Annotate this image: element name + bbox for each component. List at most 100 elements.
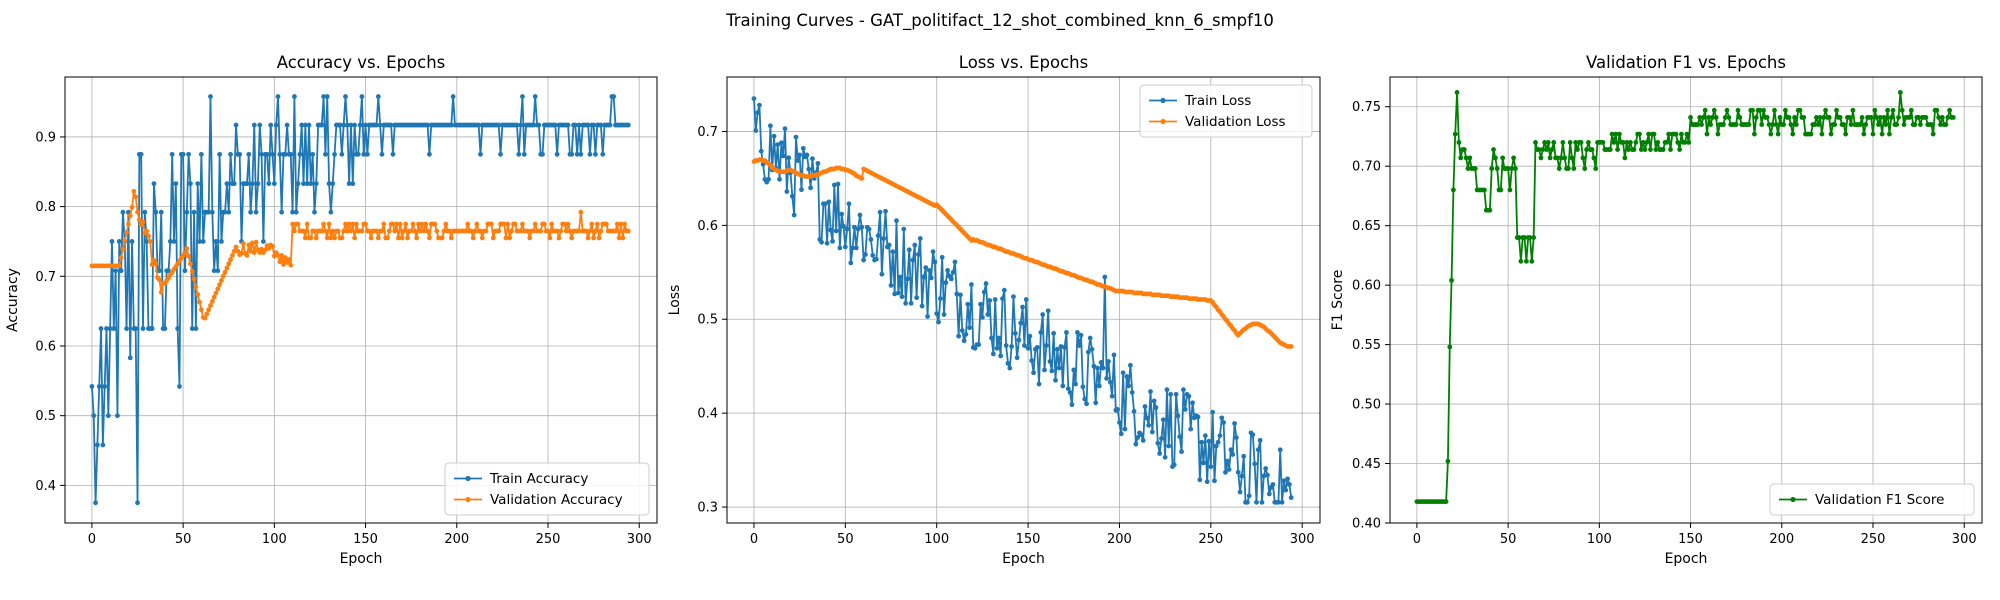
data-point bbox=[363, 122, 368, 128]
data-point bbox=[1100, 365, 1106, 371]
data-point bbox=[1544, 147, 1549, 152]
data-point bbox=[1947, 107, 1953, 113]
data-point bbox=[786, 155, 792, 161]
data-point bbox=[598, 122, 604, 128]
data-point bbox=[503, 235, 509, 241]
data-point bbox=[448, 235, 454, 241]
data-point bbox=[302, 122, 308, 128]
data-point bbox=[270, 243, 275, 249]
data-point bbox=[1051, 330, 1057, 336]
y-tick-label: 0.40 bbox=[1352, 517, 1381, 532]
data-point bbox=[1620, 140, 1626, 145]
data-point bbox=[209, 209, 215, 215]
data-point bbox=[1684, 131, 1690, 137]
data-point bbox=[625, 228, 631, 234]
data-point bbox=[992, 297, 998, 302]
data-point bbox=[616, 235, 622, 241]
data-point bbox=[1018, 320, 1024, 326]
data-point bbox=[1710, 115, 1715, 120]
data-point bbox=[908, 300, 914, 306]
data-point bbox=[943, 280, 949, 286]
data-point bbox=[583, 228, 589, 234]
data-point bbox=[1797, 107, 1803, 113]
data-point bbox=[1861, 131, 1867, 137]
data-point bbox=[945, 268, 951, 273]
data-point bbox=[852, 224, 857, 230]
data-point bbox=[474, 221, 480, 227]
data-point bbox=[1930, 131, 1936, 137]
data-point bbox=[224, 265, 230, 271]
data-point bbox=[1775, 131, 1781, 137]
data-point bbox=[490, 235, 496, 241]
data-point bbox=[1149, 429, 1155, 435]
data-point bbox=[916, 252, 921, 257]
data-point bbox=[886, 242, 892, 248]
data-point bbox=[427, 235, 432, 241]
data-point bbox=[846, 201, 852, 207]
data-point bbox=[138, 151, 144, 157]
data-point bbox=[1215, 439, 1221, 445]
data-point bbox=[1812, 122, 1818, 127]
data-point bbox=[1908, 107, 1914, 113]
data-point bbox=[1022, 343, 1027, 348]
x-tick-label: 300 bbox=[627, 532, 652, 547]
data-point bbox=[332, 151, 337, 157]
data-point bbox=[111, 326, 117, 331]
data-point bbox=[1704, 131, 1710, 137]
data-point bbox=[290, 209, 295, 215]
data-point bbox=[967, 325, 972, 331]
data-point bbox=[1642, 147, 1648, 152]
data-point bbox=[118, 268, 124, 274]
data-point bbox=[1259, 499, 1265, 505]
data-point bbox=[1173, 391, 1179, 397]
data-point bbox=[129, 239, 135, 244]
data-point bbox=[308, 181, 314, 187]
data-point bbox=[565, 221, 571, 227]
data-point bbox=[195, 292, 201, 297]
data-point bbox=[277, 259, 283, 265]
data-point bbox=[198, 307, 204, 313]
data-point bbox=[208, 94, 213, 99]
x-tick-label: 0 bbox=[88, 532, 96, 547]
data-point bbox=[425, 122, 430, 128]
data-point bbox=[1750, 107, 1755, 113]
legend-label: Validation Accuracy bbox=[490, 492, 623, 508]
legend: Train Accuracy Validation Accuracy bbox=[444, 462, 650, 516]
data-point bbox=[1186, 393, 1192, 399]
data-point bbox=[162, 326, 168, 331]
data-point bbox=[1456, 140, 1462, 145]
data-point bbox=[144, 228, 150, 234]
data-point bbox=[536, 122, 542, 128]
data-point bbox=[448, 122, 454, 128]
data-point bbox=[226, 209, 232, 215]
legend-box bbox=[1769, 483, 1975, 516]
data-point bbox=[540, 151, 545, 157]
data-point bbox=[120, 209, 126, 215]
data-point bbox=[1235, 469, 1241, 475]
data-point bbox=[1746, 122, 1752, 127]
data-point bbox=[563, 228, 569, 234]
data-point bbox=[948, 276, 954, 282]
data-point bbox=[1221, 420, 1226, 425]
data-point bbox=[1467, 155, 1473, 161]
data-point bbox=[208, 303, 213, 308]
data-point bbox=[288, 151, 294, 157]
data-point bbox=[1624, 140, 1630, 145]
data-point bbox=[118, 255, 124, 260]
data-point bbox=[219, 278, 224, 283]
data-point bbox=[1155, 440, 1161, 446]
data-point bbox=[1266, 491, 1272, 497]
data-point bbox=[978, 301, 983, 307]
data-point bbox=[346, 221, 352, 227]
data-point bbox=[1843, 131, 1849, 137]
data-point bbox=[923, 265, 929, 271]
data-point bbox=[206, 307, 212, 313]
data-point bbox=[1899, 107, 1905, 113]
x-tick-label: 50 bbox=[1500, 532, 1517, 547]
data-point bbox=[105, 413, 111, 419]
data-point bbox=[789, 193, 795, 199]
data-point bbox=[983, 281, 989, 286]
data-point bbox=[341, 228, 347, 234]
data-point bbox=[1129, 390, 1135, 395]
data-point bbox=[1085, 349, 1091, 355]
